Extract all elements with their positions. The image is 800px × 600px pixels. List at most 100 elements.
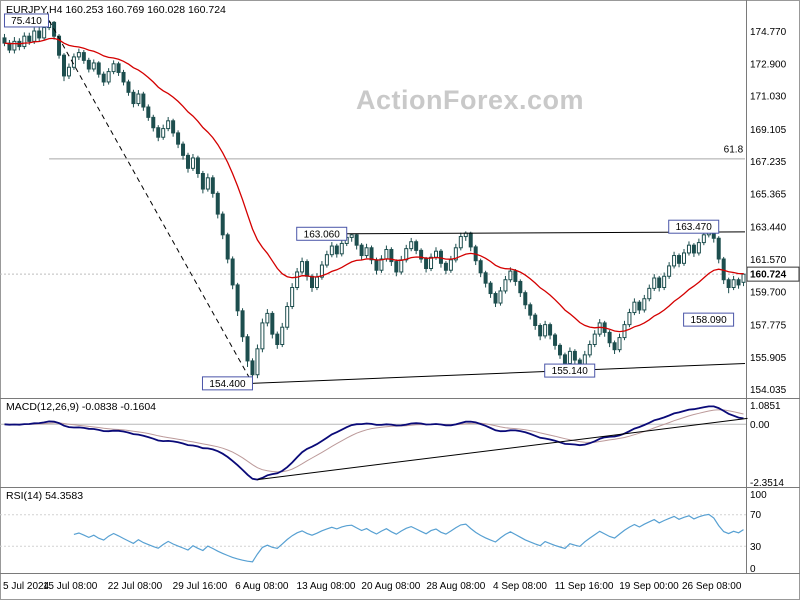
candle-body — [592, 333, 597, 345]
candle-body — [627, 312, 632, 326]
candle-body — [741, 273, 746, 283]
moving-average-line — [4, 37, 744, 333]
candle-body — [270, 312, 275, 335]
candle-body — [131, 91, 136, 105]
support-line — [252, 363, 746, 384]
candle-body — [414, 241, 419, 251]
candle-body — [136, 93, 141, 105]
candle-body — [161, 128, 166, 138]
macd-trendline — [257, 417, 748, 481]
macd-axis-label: 1.0851 — [750, 401, 781, 412]
time-axis-label: 19 Sep 00:00 — [619, 581, 679, 592]
candle-body — [116, 63, 121, 73]
candle-body — [200, 173, 205, 190]
macd-header: MACD(12,26,9) -0.0838 -0.1604 — [6, 401, 156, 413]
candle-body — [493, 293, 498, 304]
candle-body — [354, 234, 359, 246]
downtrend-dashed-line — [48, 20, 253, 384]
time-axis-label: 28 Aug 08:00 — [426, 581, 485, 592]
candle-body — [528, 304, 533, 316]
candle-body — [518, 280, 523, 294]
candle-body — [190, 157, 195, 169]
candle-body — [235, 284, 240, 312]
candle-body — [126, 81, 131, 93]
candle-body — [458, 236, 463, 249]
candle-body — [66, 66, 71, 77]
rsi-line — [73, 513, 744, 563]
candle-body — [513, 270, 518, 282]
candle-body — [572, 350, 577, 361]
price-annotation-box — [544, 363, 596, 378]
candle-body — [567, 350, 572, 364]
price-axis-label: 161.570 — [750, 255, 787, 266]
candle-body — [404, 248, 409, 261]
time-axis-label: 29 Jul 16:00 — [173, 581, 228, 592]
candle-body — [349, 234, 354, 238]
candle-body — [424, 258, 429, 269]
candle-body — [662, 275, 667, 289]
candle-body — [558, 344, 562, 356]
time-axis-label: 4 Sep 08:00 — [493, 581, 547, 592]
price-annotation-box — [201, 376, 253, 391]
candle-body — [652, 277, 657, 289]
candle-body — [141, 93, 146, 108]
candle-body — [399, 259, 404, 273]
candle-body — [42, 27, 47, 39]
price-annotation-text: 163.470 — [676, 222, 713, 233]
candle-body — [419, 249, 424, 260]
candle-body — [587, 344, 592, 356]
candle-body — [612, 342, 617, 351]
candle-body — [260, 322, 265, 350]
candle-body — [156, 127, 161, 138]
candle-body — [478, 260, 483, 274]
rsi-axis-label: 0 — [750, 564, 756, 575]
candle-body — [696, 242, 701, 254]
candle-body — [240, 310, 245, 338]
candle-body — [319, 264, 324, 278]
price-annotation-text: 155.140 — [552, 366, 589, 377]
candle-body — [151, 116, 156, 129]
macd-axis-label: -2.3514 — [750, 478, 784, 489]
candle-body — [483, 272, 488, 284]
candle-body — [96, 62, 101, 75]
candle-body — [290, 287, 295, 307]
candle-body — [27, 35, 32, 42]
time-axis-label: 6 Aug 08:00 — [235, 581, 289, 592]
time-axis-label: 26 Sep 08:00 — [682, 581, 742, 592]
candle-body — [533, 314, 538, 326]
time-axis-label: 13 Aug 08:00 — [297, 581, 356, 592]
candle-body — [686, 244, 691, 254]
candle-body — [503, 279, 508, 292]
candle-body — [642, 298, 647, 311]
candle-body — [667, 265, 672, 277]
candle-body — [106, 71, 111, 83]
candle-body — [731, 279, 736, 288]
candle-body — [195, 157, 200, 174]
price-annotation-text: 75.410 — [11, 16, 42, 27]
candle-body — [186, 154, 190, 169]
candle-body — [32, 30, 37, 42]
price-annotation-box — [3, 13, 49, 28]
price-axis-label: 169.105 — [750, 125, 787, 136]
candle-body — [314, 276, 319, 288]
candle-body — [448, 259, 453, 271]
candle-body — [434, 250, 438, 258]
candle-body — [255, 348, 260, 376]
candle-body — [250, 360, 255, 376]
candle-body — [553, 334, 558, 346]
candle-body — [205, 177, 210, 190]
candle-body — [538, 325, 543, 337]
price-axis-label: 174.770 — [750, 27, 787, 38]
current-price-label: 160.724 — [750, 270, 787, 281]
candle-body — [166, 120, 171, 130]
candle-body — [617, 337, 622, 351]
candle-body — [171, 120, 176, 134]
candle-body — [726, 279, 731, 288]
candle-body — [215, 192, 220, 215]
candle-body — [101, 73, 106, 83]
candle-body — [736, 279, 741, 286]
candle-body — [86, 59, 91, 70]
candle-body — [384, 249, 389, 260]
price-axis-label: 159.700 — [750, 287, 787, 298]
